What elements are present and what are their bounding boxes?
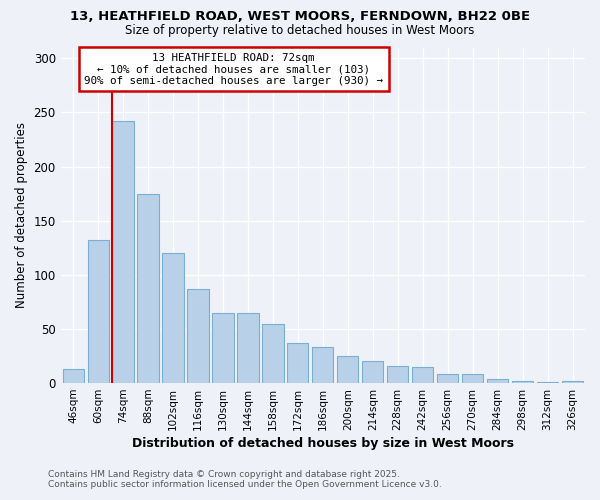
Bar (287, 343, 308, 383)
Bar (462, 374, 483, 383)
Bar (212, 312, 233, 383)
Y-axis label: Number of detached properties: Number of detached properties (15, 122, 28, 308)
Bar (362, 362, 383, 383)
Bar (537, 382, 558, 383)
Bar (187, 289, 209, 383)
X-axis label: Distribution of detached houses by size in West Moors: Distribution of detached houses by size … (132, 437, 514, 450)
Bar (163, 253, 184, 383)
Bar (512, 381, 533, 383)
Bar (562, 381, 583, 383)
Bar (437, 374, 458, 383)
Bar (238, 312, 259, 383)
Bar (62, 369, 84, 383)
Text: 13, HEATHFIELD ROAD, WEST MOORS, FERNDOWN, BH22 0BE: 13, HEATHFIELD ROAD, WEST MOORS, FERNDOW… (70, 10, 530, 23)
Bar (112, 121, 134, 383)
Bar (412, 367, 433, 383)
Bar (88, 240, 109, 383)
Bar (312, 348, 334, 383)
Bar (262, 324, 284, 383)
Bar (137, 194, 158, 383)
Bar (337, 356, 358, 383)
Bar (387, 366, 409, 383)
Bar (487, 378, 508, 383)
Text: Size of property relative to detached houses in West Moors: Size of property relative to detached ho… (125, 24, 475, 37)
Text: Contains HM Land Registry data © Crown copyright and database right 2025.
Contai: Contains HM Land Registry data © Crown c… (48, 470, 442, 489)
Text: 13 HEATHFIELD ROAD: 72sqm
← 10% of detached houses are smaller (103)
90% of semi: 13 HEATHFIELD ROAD: 72sqm ← 10% of detac… (84, 52, 383, 86)
